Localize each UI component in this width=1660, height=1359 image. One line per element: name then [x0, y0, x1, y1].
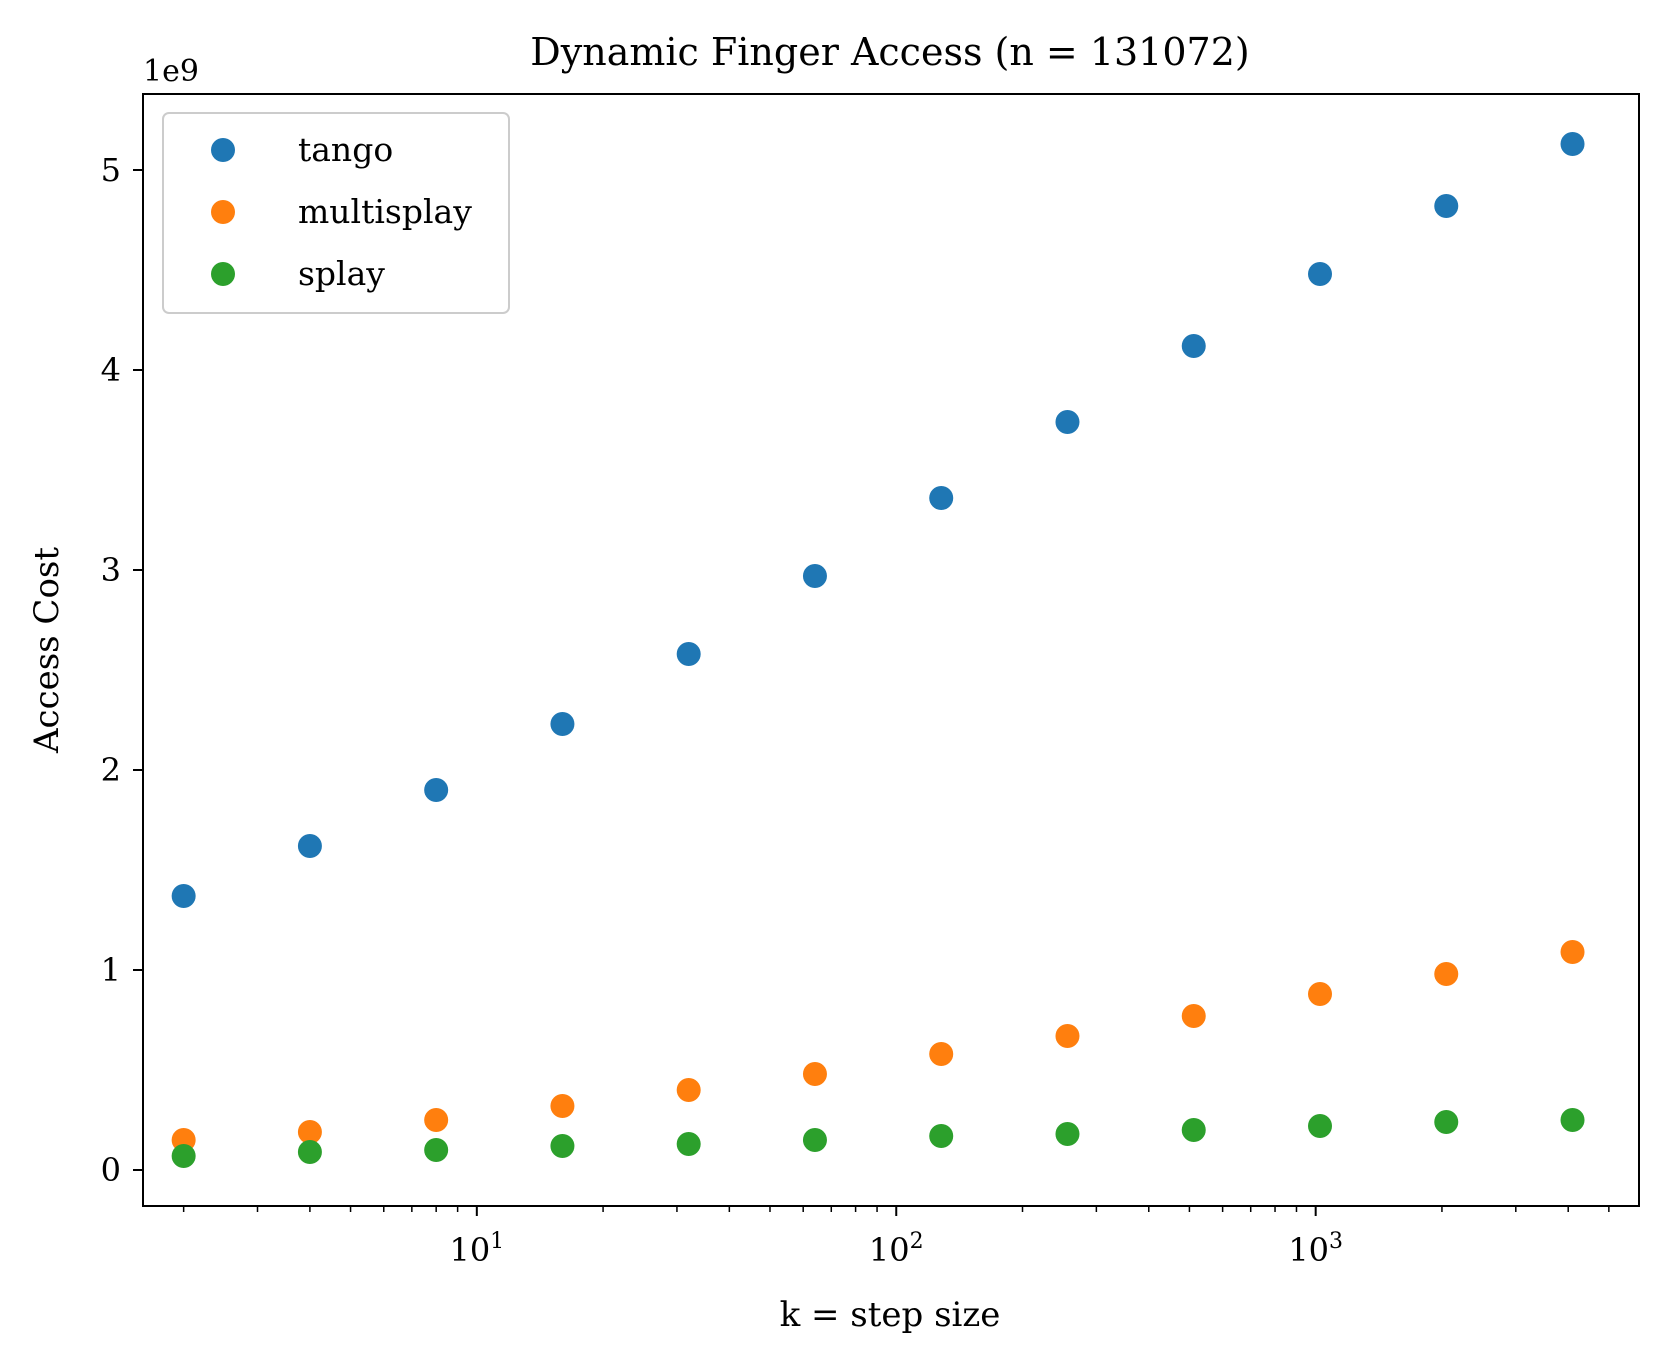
y-tick-label: 0: [101, 1151, 121, 1189]
legend-marker-tango: [211, 138, 235, 162]
point-tango: [802, 564, 827, 588]
legend: tango multisplay splay: [162, 112, 510, 314]
point-tango: [550, 712, 575, 736]
point-tango: [929, 486, 954, 510]
chart-title: Dynamic Finger Access (n = 131072): [530, 30, 1249, 74]
point-tango: [1181, 334, 1206, 358]
legend-item-tango: tango: [211, 130, 393, 169]
x-axis-label: k = step size: [780, 1295, 1001, 1335]
x-tick-label: 101: [449, 1229, 504, 1269]
point-tango: [297, 834, 322, 858]
y-tick-label: 4: [101, 351, 121, 389]
plot-area: [171, 132, 1585, 1168]
point-multisplay: [1308, 982, 1333, 1006]
point-splay: [802, 1128, 827, 1152]
series-multisplay: [171, 940, 1585, 1152]
point-multisplay: [424, 1108, 449, 1132]
legend-box: [162, 112, 510, 314]
y-offset-label: 1e9: [143, 54, 199, 89]
series-splay: [171, 1108, 1585, 1168]
x-tick-label: 103: [1288, 1229, 1343, 1269]
point-tango: [1055, 410, 1080, 434]
y-axis: 0 1 2 3 4 5: [101, 151, 143, 1189]
y-tick-label: 5: [101, 151, 121, 189]
point-splay: [1308, 1114, 1333, 1138]
series-tango: [171, 132, 1585, 908]
point-multisplay: [550, 1094, 575, 1118]
legend-label-splay: splay: [298, 254, 385, 293]
point-tango: [171, 884, 196, 908]
point-splay: [297, 1140, 322, 1164]
y-tick-label: 2: [101, 751, 121, 789]
point-splay: [676, 1132, 701, 1156]
point-tango: [424, 778, 449, 802]
point-multisplay: [1560, 940, 1585, 964]
y-axis-label: Access Cost: [27, 547, 67, 754]
point-splay: [929, 1124, 954, 1148]
point-multisplay: [929, 1042, 954, 1066]
y-tick-label: 3: [101, 551, 121, 589]
point-tango: [1560, 132, 1585, 156]
point-multisplay: [1181, 1004, 1206, 1028]
legend-marker-splay: [211, 262, 235, 286]
plot-frame: [142, 93, 1640, 1207]
point-multisplay: [297, 1120, 322, 1144]
x-tick-label: 102: [869, 1229, 924, 1269]
legend-item-splay: splay: [211, 254, 385, 293]
point-splay: [1560, 1108, 1585, 1132]
legend-item-multisplay: multisplay: [211, 192, 472, 231]
point-tango: [676, 642, 701, 666]
point-multisplay: [1434, 962, 1459, 986]
point-multisplay: [676, 1078, 701, 1102]
legend-label-tango: tango: [298, 130, 393, 169]
point-multisplay: [1055, 1024, 1080, 1048]
point-splay: [550, 1134, 575, 1158]
legend-label-multisplay: multisplay: [298, 192, 472, 231]
point-splay: [171, 1144, 196, 1168]
point-tango: [1308, 262, 1333, 286]
point-multisplay: [802, 1062, 827, 1086]
legend-marker-multisplay: [211, 200, 235, 224]
point-splay: [424, 1138, 449, 1162]
y-tick-label: 1: [101, 951, 121, 989]
point-splay: [1181, 1118, 1206, 1142]
point-tango: [1434, 194, 1459, 218]
point-splay: [1055, 1122, 1080, 1146]
point-splay: [1434, 1110, 1459, 1134]
x-axis: 101 102 103: [182, 1206, 1610, 1269]
